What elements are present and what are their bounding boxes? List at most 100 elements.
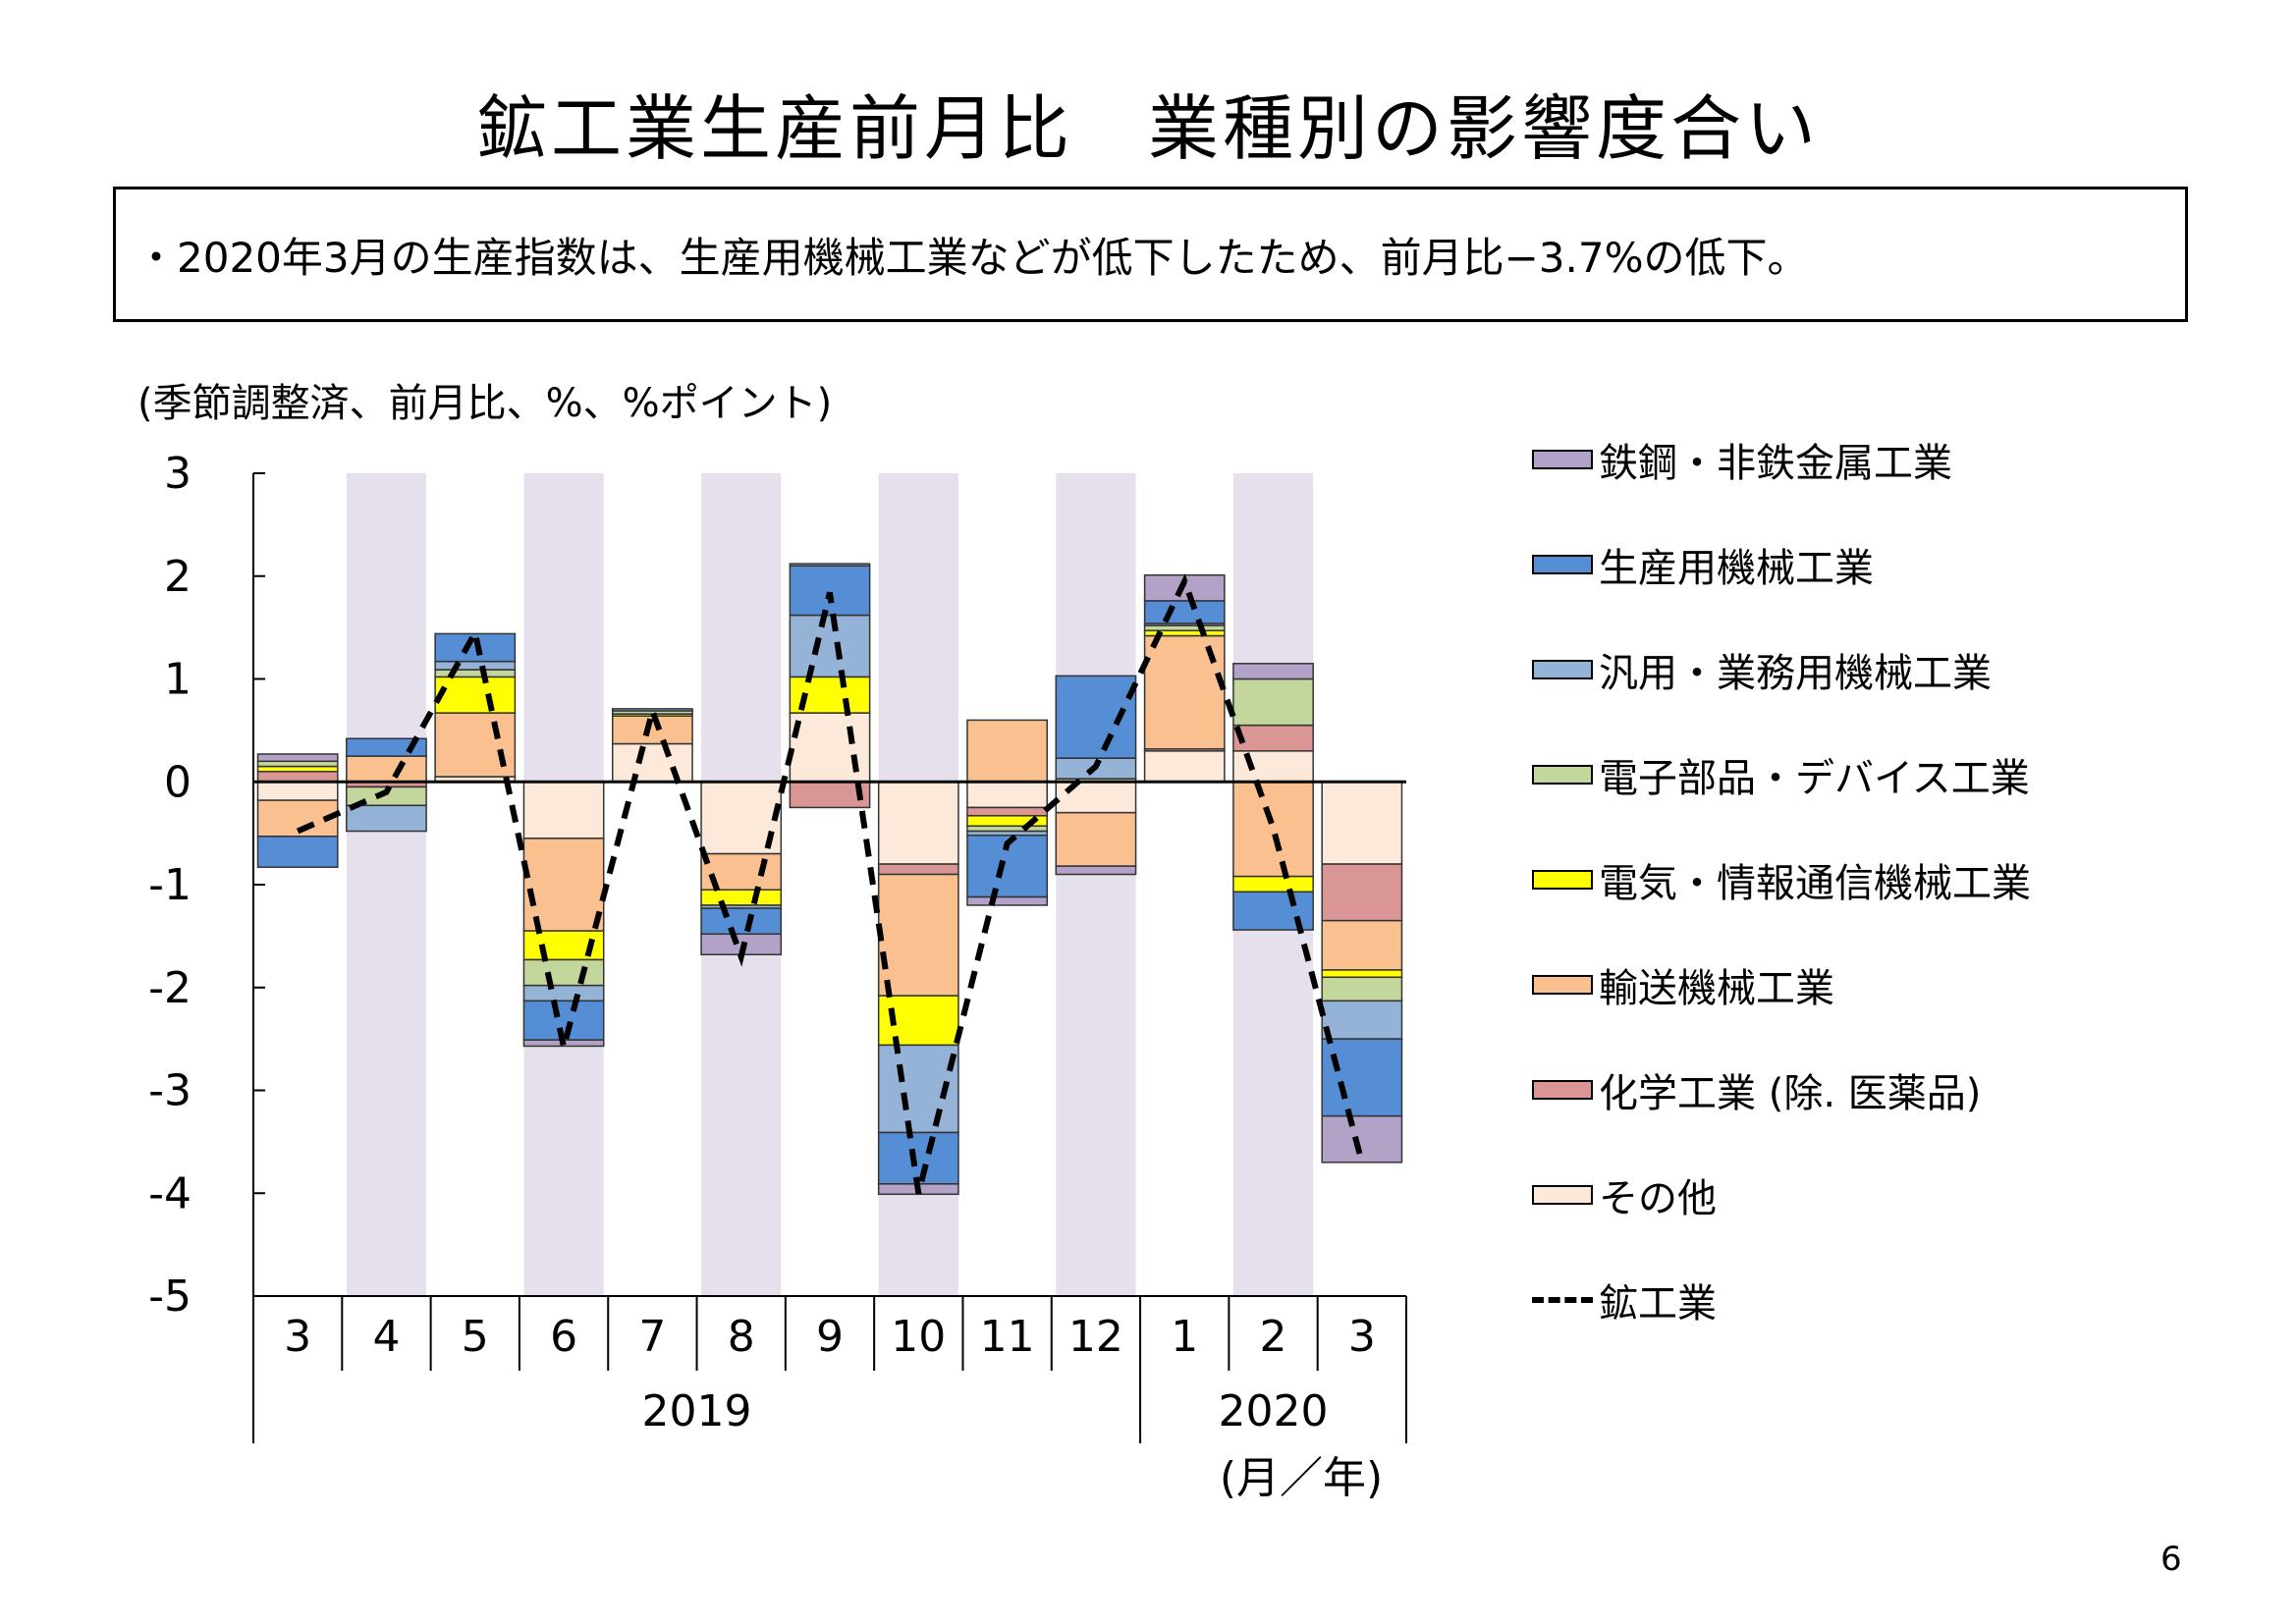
bar-segment (256, 771, 339, 784)
bar-segment (434, 712, 517, 778)
bar-segment (1055, 781, 1137, 814)
summary-text: ・2020年3月の生産指数は、生産用機械工業などが低下したため、前月比−3.7%… (136, 233, 1809, 282)
y-tick-label: -4 (148, 1168, 191, 1218)
bar-segment (966, 825, 1049, 833)
legend-label: 汎用・業務用機械工業 (1599, 651, 1992, 696)
y-tick-label: 0 (164, 757, 191, 807)
bar-segment (1055, 865, 1137, 876)
legend-swatch (1532, 870, 1593, 890)
legend-swatch (1532, 450, 1593, 469)
bar-segment (966, 781, 1049, 809)
legend-label: 生産用機械工業 (1599, 546, 1874, 591)
bar-segment (1321, 1000, 1403, 1040)
bar-segment (522, 838, 605, 932)
bar-segment (877, 1131, 959, 1185)
bar-segment (256, 760, 339, 768)
bar-segment (1232, 663, 1314, 680)
bar-segment (346, 755, 427, 783)
legend-label: 化学工業 (除. 医薬品) (1599, 1071, 1982, 1116)
legend-label: その他 (1599, 1176, 1717, 1221)
bar-segment (966, 895, 1049, 906)
page-title: 鉱工業生産前月比 業種別の影響度合い (475, 87, 1820, 170)
summary-box: ・2020年3月の生産指数は、生産用機械工業などが低下したため、前月比−3.7%… (113, 187, 2188, 322)
bar-segment (1321, 919, 1403, 971)
legend-item: 化学工業 (除. 医薬品) (1532, 1060, 1981, 1119)
bar-segment (256, 753, 339, 763)
bar-segment (1232, 781, 1314, 878)
legend-item: 電子部品・デバイス工業 (1532, 745, 2030, 804)
x-tick-label: 6 (550, 1312, 577, 1362)
bar-segment (434, 676, 517, 714)
bar-segment (256, 781, 339, 801)
bar-segment (700, 907, 783, 936)
legend-label: 鉄鋼・非鉄金属工業 (1599, 441, 1952, 486)
y-tick-label: -3 (148, 1066, 191, 1116)
legend-item: 鉄鋼・非鉄金属工業 (1532, 430, 1952, 489)
legend-label: 電子部品・デバイス工業 (1599, 756, 2030, 801)
x-tick-label: 4 (372, 1312, 400, 1362)
bar-segment (434, 660, 517, 671)
shade-band (346, 473, 427, 1296)
bar-segment (522, 781, 605, 839)
bar-segment (611, 708, 693, 712)
bar-segment (789, 565, 871, 617)
bar-segment (1321, 863, 1403, 922)
bar-segment (434, 632, 517, 663)
page-number: 6 (2160, 1540, 2182, 1579)
y-tick-label: 2 (164, 552, 191, 602)
bar-segment (434, 669, 517, 678)
legend-swatch (1532, 1080, 1593, 1100)
x-tick-label: 2 (1260, 1312, 1287, 1362)
y-tick-label: 1 (164, 655, 191, 705)
x-tick-label: 11 (980, 1312, 1035, 1362)
legend-item: 生産用機械工業 (1532, 535, 1874, 594)
legend-swatch (1532, 555, 1593, 574)
bar-segment (789, 614, 871, 678)
bar-segment (1321, 1114, 1403, 1164)
bar-segment (522, 958, 605, 987)
bar-segment (966, 719, 1049, 784)
bar-segment (1321, 781, 1403, 865)
bar-segment (256, 836, 339, 868)
bar-segment (1232, 875, 1314, 893)
x-tick-label: 3 (1348, 1312, 1376, 1362)
legend-label: 電気・情報通信機械工業 (1599, 861, 2031, 906)
x-tick-label: 8 (728, 1312, 755, 1362)
bar-segment (1321, 1038, 1403, 1117)
legend-swatch (1532, 975, 1593, 995)
bar-segment (1321, 976, 1403, 1002)
bar-segment (1232, 724, 1314, 752)
y-tick-label: -5 (148, 1272, 191, 1322)
year-label: 2019 (642, 1386, 752, 1436)
bar-segment (611, 742, 693, 783)
x-tick-label: 1 (1171, 1312, 1198, 1362)
axes (252, 472, 1407, 1443)
legend-swatch (1532, 1185, 1593, 1205)
bar-segment (1055, 675, 1137, 759)
year-label: 2020 (1219, 1386, 1329, 1436)
bar-segment (700, 889, 783, 906)
line-series (296, 573, 1365, 1194)
legend-item: 電気・情報通信機械工業 (1532, 850, 2031, 909)
bar-segment (966, 806, 1049, 817)
legend-item: 汎用・業務用機械工業 (1532, 640, 1992, 699)
bar-segment (1321, 969, 1403, 979)
x-tick-label: 12 (1068, 1312, 1123, 1362)
y-tick-label: 3 (164, 449, 191, 499)
x-tick-label: 5 (462, 1312, 489, 1362)
unit-note: (季節調整済、前月比、%、%ポイント) (137, 381, 833, 426)
bars (256, 563, 1403, 1196)
bar-segment (1143, 600, 1226, 624)
y-tick-label: -1 (148, 860, 191, 910)
bar-segment (1232, 677, 1314, 727)
legend-label: 輸送機械工業 (1599, 966, 1834, 1011)
legend-item: 鉱工業 (1532, 1271, 1717, 1329)
bar-segment (789, 563, 871, 568)
legend-swatch (1532, 1297, 1593, 1303)
bar-segment (877, 863, 959, 876)
shade-band (1056, 473, 1136, 1296)
legend-swatch (1532, 765, 1593, 785)
bar-segment (877, 781, 959, 865)
